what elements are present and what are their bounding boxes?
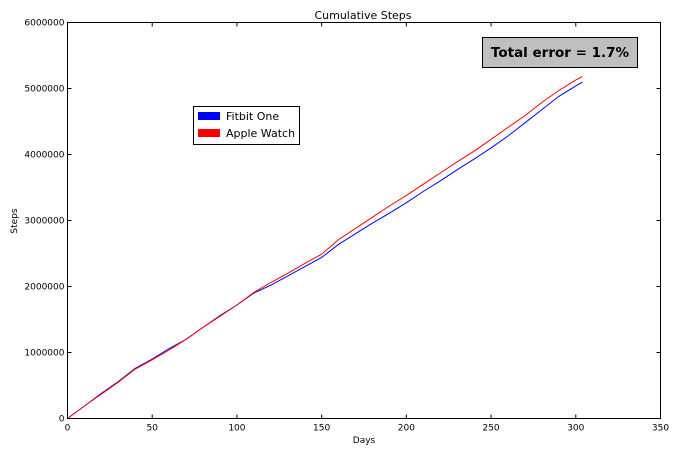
x-tick-label: 350	[652, 424, 669, 434]
legend: Fitbit One Apple Watch	[193, 106, 300, 145]
y-tick-label: 1000000	[24, 349, 64, 359]
error-annotation: Total error = 1.7%	[482, 37, 638, 68]
plot-frame	[67, 22, 661, 419]
legend-swatch-fitbit	[198, 112, 220, 120]
x-tick-label: 250	[482, 424, 499, 434]
y-tick-label: 4000000	[24, 151, 64, 161]
plot-lines	[67, 76, 583, 419]
x-axis-label: Days	[353, 436, 376, 446]
chart-title: Cumulative Steps	[314, 9, 411, 22]
legend-label-fitbit: Fitbit One	[226, 110, 279, 123]
x-axis-ticks: 0 50 100 150 200 250 300 350	[65, 22, 669, 434]
y-axis-ticks: 0 1000000 2000000 3000000 4000000 5000000 6000…	[24, 19, 661, 425]
y-tick-label: 5000000	[24, 85, 64, 95]
x-tick-label: 150	[313, 424, 330, 434]
x-tick-label: 200	[398, 424, 415, 434]
error-annotation-text: Total error = 1.7%	[491, 45, 630, 61]
series-line-fitbit-one	[67, 81, 583, 419]
y-tick-label: 6000000	[24, 19, 64, 29]
series-line-apple-watch	[67, 76, 583, 419]
x-tick-label: 100	[228, 424, 245, 434]
y-axis-label: Steps	[10, 208, 20, 233]
x-tick-label: 0	[65, 424, 71, 434]
error-annotation-box	[482, 37, 638, 68]
x-tick-label: 300	[567, 424, 584, 434]
y-tick-label: 0	[59, 415, 65, 425]
legend-label-apple: Apple Watch	[226, 127, 295, 140]
y-tick-label: 3000000	[24, 217, 64, 227]
x-tick-label: 50	[146, 424, 158, 434]
y-tick-label: 2000000	[24, 283, 64, 293]
legend-swatch-apple	[198, 129, 220, 137]
